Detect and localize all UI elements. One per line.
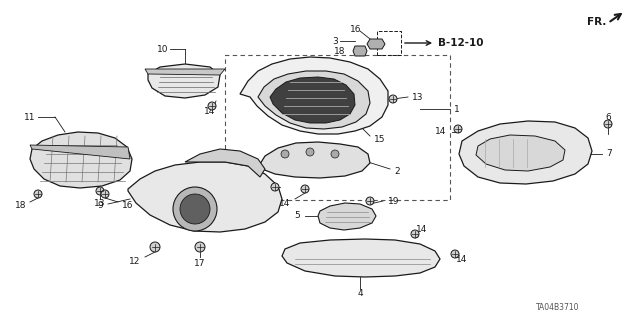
Text: 7: 7 (606, 150, 612, 159)
Circle shape (301, 185, 309, 193)
Text: 14: 14 (456, 255, 468, 263)
Text: 10: 10 (157, 44, 168, 54)
Polygon shape (476, 135, 565, 171)
Circle shape (604, 120, 612, 128)
Circle shape (331, 150, 339, 158)
Polygon shape (258, 71, 370, 129)
Text: 14: 14 (435, 128, 446, 137)
Text: 16: 16 (122, 201, 134, 210)
Circle shape (208, 102, 216, 110)
Circle shape (366, 197, 374, 205)
Text: B-12-10: B-12-10 (438, 38, 483, 48)
Polygon shape (260, 142, 370, 178)
Polygon shape (270, 77, 355, 123)
Circle shape (454, 125, 462, 133)
Text: 13: 13 (412, 93, 424, 101)
Text: 18: 18 (333, 47, 345, 56)
Text: 6: 6 (605, 113, 611, 122)
Polygon shape (240, 57, 388, 134)
Polygon shape (318, 203, 376, 230)
Text: 5: 5 (294, 211, 300, 220)
Polygon shape (30, 145, 130, 159)
Circle shape (150, 242, 160, 252)
Text: 14: 14 (278, 198, 290, 207)
Text: 4: 4 (357, 288, 363, 298)
Text: 14: 14 (204, 107, 216, 115)
Circle shape (101, 190, 109, 198)
Text: 15: 15 (374, 135, 385, 144)
Text: 9: 9 (97, 202, 103, 211)
Text: 13: 13 (94, 198, 106, 207)
Circle shape (306, 148, 314, 156)
Circle shape (173, 187, 217, 231)
Text: FR.: FR. (588, 17, 607, 27)
Text: TA04B3710: TA04B3710 (536, 302, 580, 311)
Polygon shape (367, 39, 385, 49)
Circle shape (96, 187, 104, 195)
Polygon shape (128, 162, 282, 232)
Polygon shape (185, 149, 265, 177)
Polygon shape (282, 239, 440, 277)
Circle shape (389, 95, 397, 103)
Circle shape (180, 194, 210, 224)
Circle shape (271, 183, 279, 191)
Circle shape (411, 230, 419, 238)
Polygon shape (30, 132, 132, 188)
Polygon shape (353, 46, 367, 56)
Text: 8: 8 (279, 160, 285, 168)
Circle shape (34, 190, 42, 198)
Text: 1: 1 (454, 105, 460, 114)
Text: 2: 2 (394, 167, 399, 175)
Text: 12: 12 (129, 256, 140, 265)
Circle shape (281, 150, 289, 158)
Text: 14: 14 (416, 225, 428, 234)
Text: 11: 11 (24, 113, 35, 122)
Polygon shape (145, 69, 225, 75)
Text: 14: 14 (266, 190, 278, 199)
Text: 17: 17 (195, 258, 205, 268)
Polygon shape (148, 64, 220, 98)
Circle shape (451, 250, 459, 258)
Circle shape (195, 242, 205, 252)
Text: 18: 18 (15, 201, 26, 210)
Polygon shape (459, 121, 592, 184)
Text: 16: 16 (350, 25, 362, 33)
Text: 3: 3 (332, 36, 338, 46)
Text: 19: 19 (388, 197, 399, 205)
